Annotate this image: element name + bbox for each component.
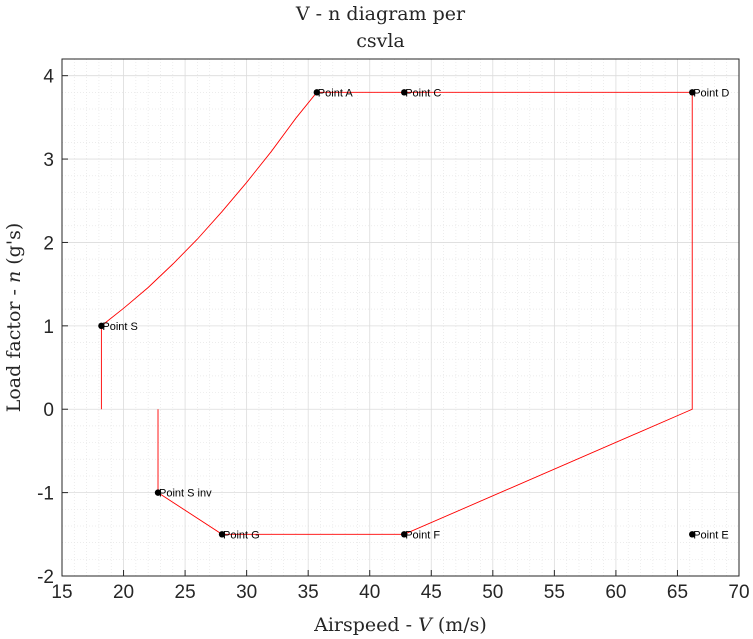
y-tick-label: 2 [43,233,54,254]
x-axis-ticks: 15 20 25 30 35 40 45 50 55 60 65 70 [51,570,750,603]
point-s-inv-marker [154,489,162,496]
point-a-label: Point A [318,87,354,99]
chart-title-line: V - n diagram per [295,3,466,25]
plot-area-frame [61,58,740,577]
x-axis-label-text: Airspeed - V (m/s) [313,614,487,636]
point-c-label: Point C [405,87,441,99]
point-c-marker [400,89,408,96]
point-e-marker [689,531,696,538]
x-tick-label: 20 [113,582,134,603]
point-d-marker [689,89,696,96]
point-e-label: Point E [693,529,728,541]
y-tick-label: 0 [43,400,54,421]
point-f-label: Point F [405,529,440,541]
x-tick-label: 65 [667,582,688,603]
y-tick-label: 4 [43,67,54,88]
x-tick-label: 45 [421,582,442,603]
y-tick-label: 1 [43,317,54,338]
major-grid [61,59,740,577]
point-a-marker [313,89,320,96]
chart-title: V - n diagram per csvla [295,3,466,52]
y-axis-label: Load factor - n (g's) [3,223,25,413]
x-tick-label: 40 [359,582,380,603]
point-d-label: Point D [693,87,729,99]
x-tick-label: 15 [51,582,72,603]
x-tick-label: 35 [298,582,319,603]
point-s-label: Point S [102,321,137,333]
x-tick-label: 55 [544,582,565,603]
point-f-marker [400,531,408,538]
point-g-marker [218,531,226,538]
y-axis-ticks: -2 -1 0 1 2 3 4 [37,67,68,588]
flight-envelope-line [100,91,693,535]
point-s-inv-label: Point S inv [159,488,212,500]
chart-title-line: csvla [356,30,405,52]
point-markers: Point S Point A Point C Point D Point E Point… [98,87,729,541]
point-s-marker [98,322,105,330]
y-tick-label: -2 [37,567,54,588]
x-tick-label: 25 [175,582,196,603]
x-tick-label: 50 [482,582,503,603]
y-tick-label: 3 [43,150,54,171]
x-tick-label: 60 [605,582,626,603]
x-tick-label: 70 [728,582,749,603]
point-g-label: Point G [223,529,260,541]
x-tick-label: 30 [236,582,257,603]
y-tick-label: -1 [37,484,54,505]
x-axis-label: Airspeed - V (m/s) [313,614,487,636]
y-axis-label-text: Load factor - n (g's) [3,223,25,413]
